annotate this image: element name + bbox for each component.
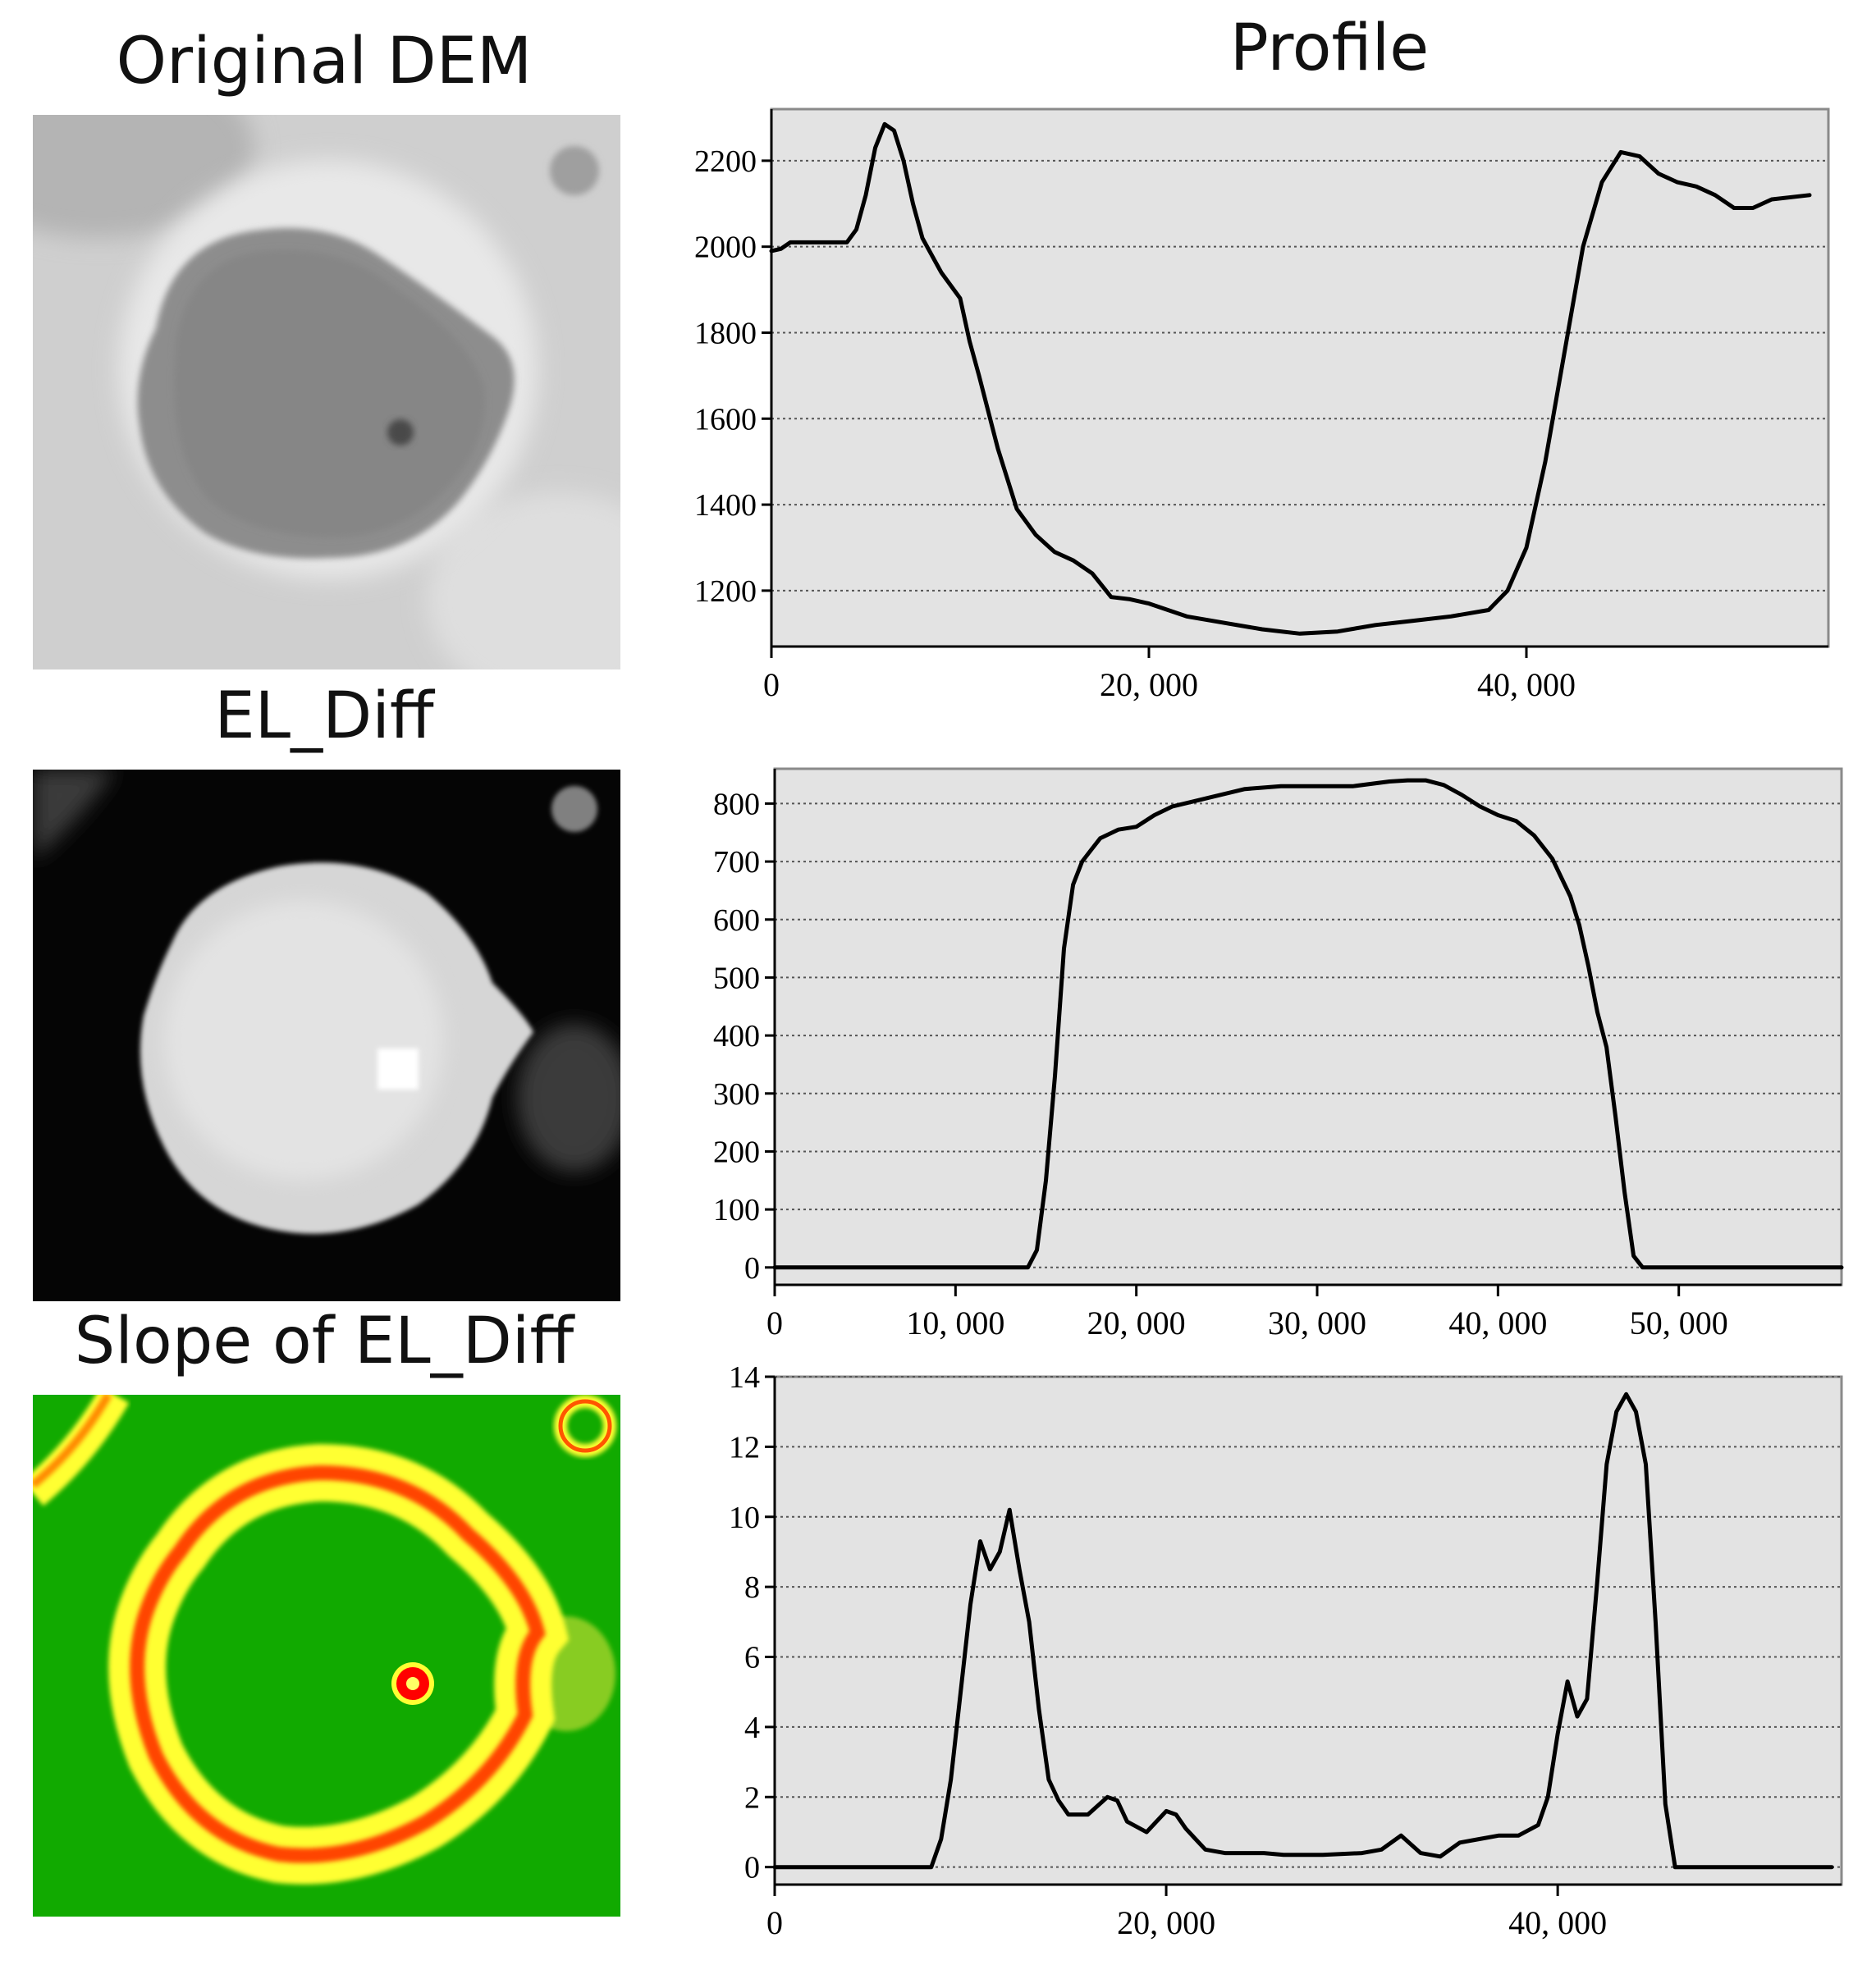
profile-chart-2: 0 100 200 300 400 500 600 700 800 0 10, 000 20, 000… (713, 767, 1844, 1341)
x-tick-label: 20, 000 (1100, 666, 1198, 703)
plot-area (770, 107, 1830, 648)
plot-area (773, 767, 1843, 1286)
profile-chart-1: 1200 1400 1600 1800 2000 2200 0 20, 000 40, 000 (694, 107, 1830, 703)
x-tick-label: 0 (766, 1305, 783, 1341)
x-tick-label: 30, 000 (1268, 1305, 1366, 1341)
y-tick-label: 300 (713, 1077, 760, 1112)
y-tick-label: 1600 (694, 402, 757, 436)
x-tick-label: 40, 000 (1477, 666, 1576, 703)
y-tick-label: 700 (713, 845, 760, 880)
profile-line (769, 121, 1812, 636)
el-diff-image (33, 770, 620, 1301)
title-profile: Profile (1229, 11, 1430, 85)
y-tick-label: 0 (744, 1851, 760, 1885)
plot-area (773, 1375, 1843, 1886)
y-tick-label: 100 (713, 1193, 760, 1227)
y-tick-label: 1800 (694, 316, 757, 350)
y-tick-label: 0 (744, 1251, 760, 1286)
profile-line (772, 1391, 1834, 1870)
y-tick-label: 800 (713, 787, 760, 821)
title-el-diff: EL_Diff (214, 679, 434, 753)
y-tick-label: 200 (713, 1135, 760, 1169)
x-tick-label: 40, 000 (1508, 1904, 1607, 1941)
x-tick-label: 10, 000 (906, 1305, 1004, 1341)
x-tick-label: 50, 000 (1630, 1305, 1728, 1341)
title-slope-of-el-diff: Slope of EL_Diff (74, 1305, 574, 1378)
profile-chart-3: 0 2 4 6 8 10 12 14 0 20, 000 40, 000 (729, 1360, 1843, 1941)
y-tick-label: 2000 (694, 231, 757, 265)
y-tick-label: 1200 (694, 574, 757, 609)
y-tick-label: 12 (729, 1430, 760, 1465)
original-dem-image (33, 115, 620, 669)
title-original-dem: Original DEM (116, 25, 533, 98)
y-tick-label: 6 (744, 1641, 760, 1675)
y-tick-label: 8 (744, 1570, 760, 1605)
x-tick-label: 0 (763, 666, 780, 703)
x-tick-label: 0 (766, 1904, 783, 1941)
y-tick-label: 2200 (694, 144, 757, 179)
x-tick-label: 20, 000 (1117, 1904, 1215, 1941)
y-tick-label: 2 (744, 1780, 760, 1815)
profile-line (772, 778, 1844, 1270)
y-tick-label: 600 (713, 903, 760, 938)
y-tick-label: 10 (729, 1501, 760, 1535)
x-tick-label: 40, 000 (1448, 1305, 1547, 1341)
y-tick-label: 14 (729, 1360, 760, 1395)
slope-el-diff-image (33, 1395, 620, 1917)
y-tick-label: 500 (713, 961, 760, 995)
x-tick-label: 20, 000 (1087, 1305, 1186, 1341)
y-tick-label: 1400 (694, 488, 757, 523)
y-tick-label: 4 (744, 1711, 760, 1745)
y-tick-label: 400 (713, 1019, 760, 1053)
